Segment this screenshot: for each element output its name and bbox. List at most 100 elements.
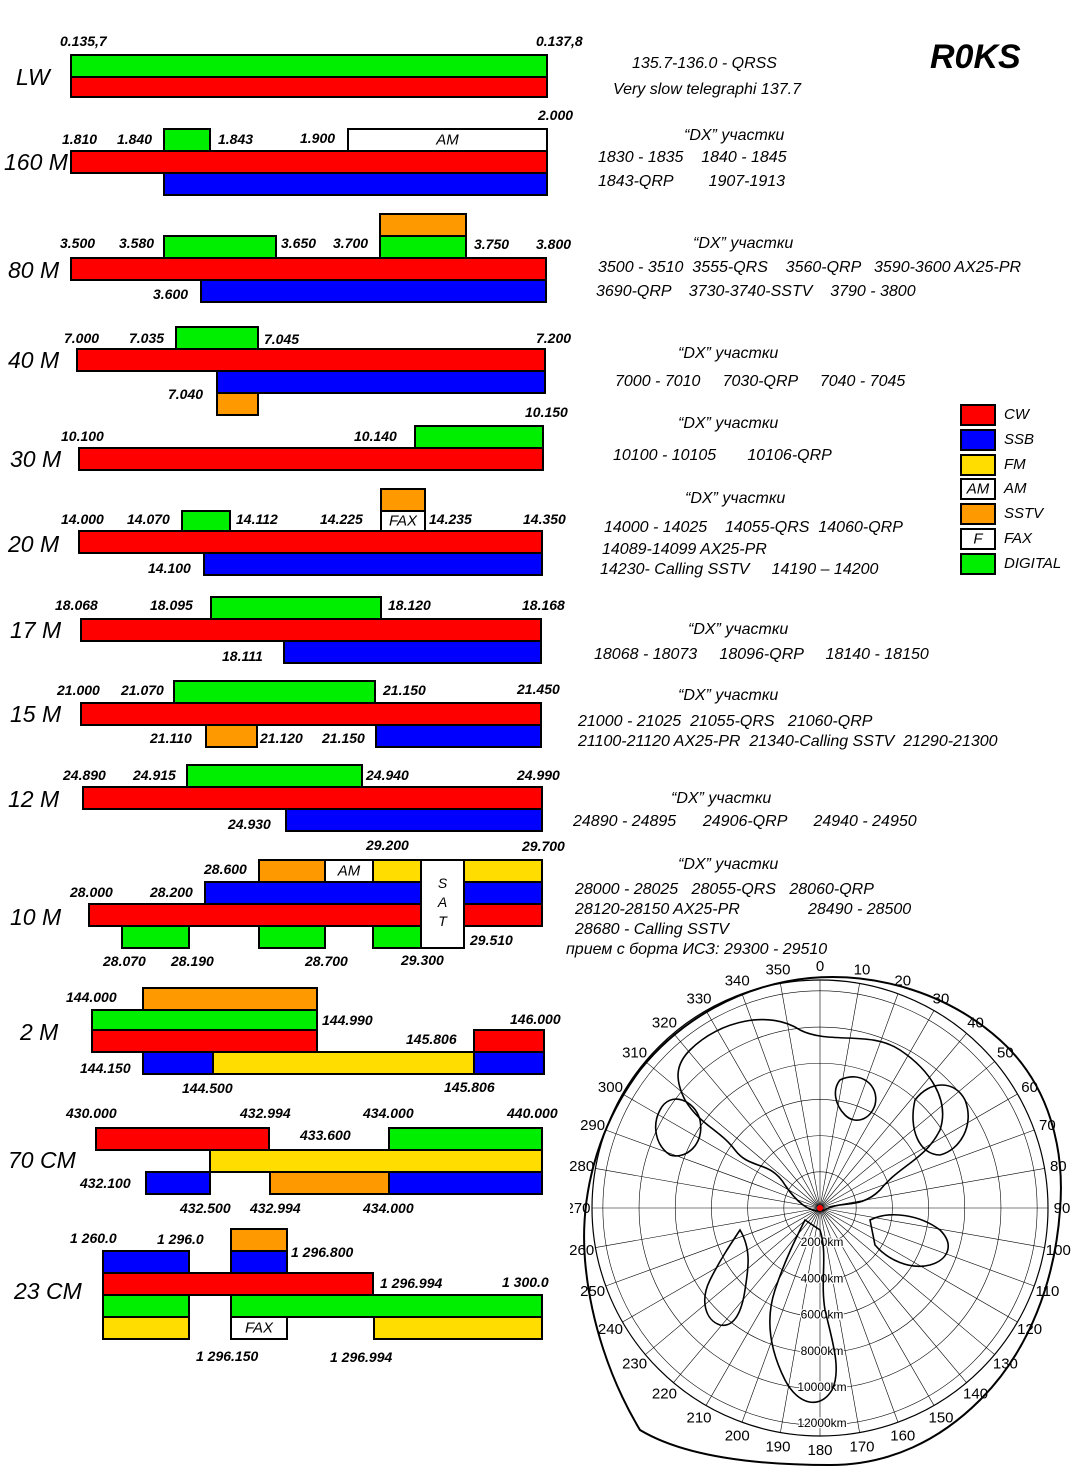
bearing-label: 340: [725, 973, 750, 990]
bearing-label: 320: [652, 1015, 677, 1032]
freq-label: 144.500: [182, 1080, 233, 1096]
bearing-label: 250: [580, 1283, 605, 1300]
bearing-spoke: [819, 1207, 967, 1383]
freq-label: 10.150: [525, 404, 568, 420]
band-name-40m: 40 M: [8, 347, 60, 373]
freq-label: 3.580: [119, 235, 155, 251]
bearing-spoke: [780, 1207, 821, 1433]
freq-label: 7.035: [129, 330, 165, 346]
band-name-10m: 10 M: [10, 904, 62, 930]
digital-segment: [210, 596, 382, 620]
legend-label-sstv: SSTV: [1004, 505, 1044, 523]
freq-label: 145.806: [444, 1079, 495, 1095]
sstv-segment: [379, 213, 467, 237]
freq-label: 3.750: [474, 236, 510, 252]
band-note: 10100 - 10105 10106-QRP: [613, 447, 832, 464]
bearing-spoke: [819, 983, 860, 1209]
sstv-segment: [142, 987, 318, 1011]
cw-segment: [82, 786, 543, 810]
freq-label: 21.120: [260, 730, 303, 746]
cw-segment: [102, 1272, 374, 1296]
ssb-segment: [216, 370, 546, 394]
am-label: AM: [436, 131, 459, 149]
freq-label: 18.111: [222, 648, 263, 664]
coastline: [704, 1228, 749, 1326]
am-label: AM: [337, 862, 361, 880]
band-note: 18068 - 18073 18096-QRP 18140 - 18150: [594, 646, 929, 663]
freq-label: 18.095: [150, 597, 193, 613]
freq-label: 432.500: [180, 1200, 231, 1216]
bearing-label: 270: [570, 1200, 591, 1217]
dx-header: “DX” участки: [688, 621, 789, 638]
cw-segment: [80, 702, 542, 726]
cw-segment: [76, 348, 546, 372]
bearing-label: 110: [1035, 1283, 1059, 1300]
freq-label: 10.100: [61, 428, 104, 444]
freq-label: 21.110: [150, 730, 192, 746]
bearing-label: 90: [1054, 1200, 1071, 1217]
bearing-spoke: [819, 1207, 899, 1423]
freq-label: 144.000: [66, 989, 117, 1005]
sstv-segment: [230, 1228, 288, 1252]
bearing-spoke: [819, 1207, 860, 1433]
band-name-2m: 2 M: [20, 1019, 59, 1045]
fax-label: FAX: [388, 512, 418, 530]
bearing-spoke: [622, 1207, 821, 1323]
band-note: 3500 - 3510 3555-QRS 3560-QRP 3590-3600 …: [598, 259, 1022, 276]
ssb-segment: [375, 724, 542, 748]
freq-label: 24.990: [517, 767, 560, 783]
bearing-spoke: [605, 1207, 821, 1287]
ssb-segment: [203, 552, 543, 576]
bearing-spoke: [595, 1207, 821, 1248]
bearing-label: 330: [686, 990, 711, 1007]
bearing-spoke: [819, 1207, 1018, 1323]
ssb-segment: [145, 1171, 211, 1195]
fax-segment: FAX: [380, 510, 426, 532]
freq-label: 1 296.994: [330, 1349, 393, 1365]
bearing-spoke: [819, 1207, 1035, 1287]
band-name-17m: 17 M: [10, 617, 62, 643]
freq-label: 1.840: [117, 131, 153, 147]
legend-swatch-am: AM: [960, 478, 996, 501]
fm-segment: [373, 1316, 543, 1340]
freq-label: 28.700: [305, 953, 348, 969]
freq-label: 2.000: [538, 107, 574, 123]
digital-segment: [91, 1009, 318, 1031]
freq-label: 18.168: [522, 597, 565, 613]
bearing-spoke: [705, 1010, 821, 1209]
legend-swatch-digital: [960, 552, 996, 575]
dx-header: “DX” участки: [678, 415, 779, 432]
legend-label-ssb: SSB: [1004, 430, 1035, 448]
cw-segment: [70, 150, 548, 174]
dx-header: “DX” участки: [684, 127, 785, 144]
bearing-label: 140: [963, 1385, 988, 1402]
ssb-segment: [388, 1171, 543, 1195]
bearing-label: 280: [570, 1158, 594, 1175]
legend-swatch-sstv: [960, 503, 996, 526]
digital-segment: [163, 235, 277, 259]
freq-label: 14.112: [236, 511, 278, 527]
freq-label: 21.000: [57, 682, 100, 698]
legend-label-fm: FM: [1004, 455, 1026, 473]
bearing-spoke: [741, 993, 821, 1209]
coastline: [677, 1018, 944, 1212]
freq-label: 14.350: [523, 511, 566, 527]
freq-label: 1.900: [300, 130, 336, 146]
freq-label: 432.994: [250, 1200, 301, 1216]
cw-segment: [70, 76, 548, 98]
digital-segment: [379, 235, 467, 259]
sat-letter: T: [438, 913, 447, 929]
ssb-segment: [283, 640, 542, 664]
bearing-spoke: [819, 1061, 995, 1209]
bearing-spoke: [741, 1207, 821, 1423]
band-name-23cm: 23 CM: [14, 1278, 82, 1304]
digital-segment: [181, 510, 231, 532]
band-note: 135.7-136.0 - QRSS: [632, 55, 777, 72]
band-note: прием с борта ИСЗ: 29300 - 29510: [566, 941, 828, 958]
band-name-30m: 30 M: [10, 446, 62, 472]
bearing-label: 290: [580, 1117, 605, 1134]
freq-label: 14.000: [61, 511, 104, 527]
digital-segment: [175, 326, 259, 350]
bearing-label: 350: [765, 962, 790, 979]
band-note: 3690-QRP 3730-3740-SSTV 3790 - 3800: [596, 283, 916, 300]
